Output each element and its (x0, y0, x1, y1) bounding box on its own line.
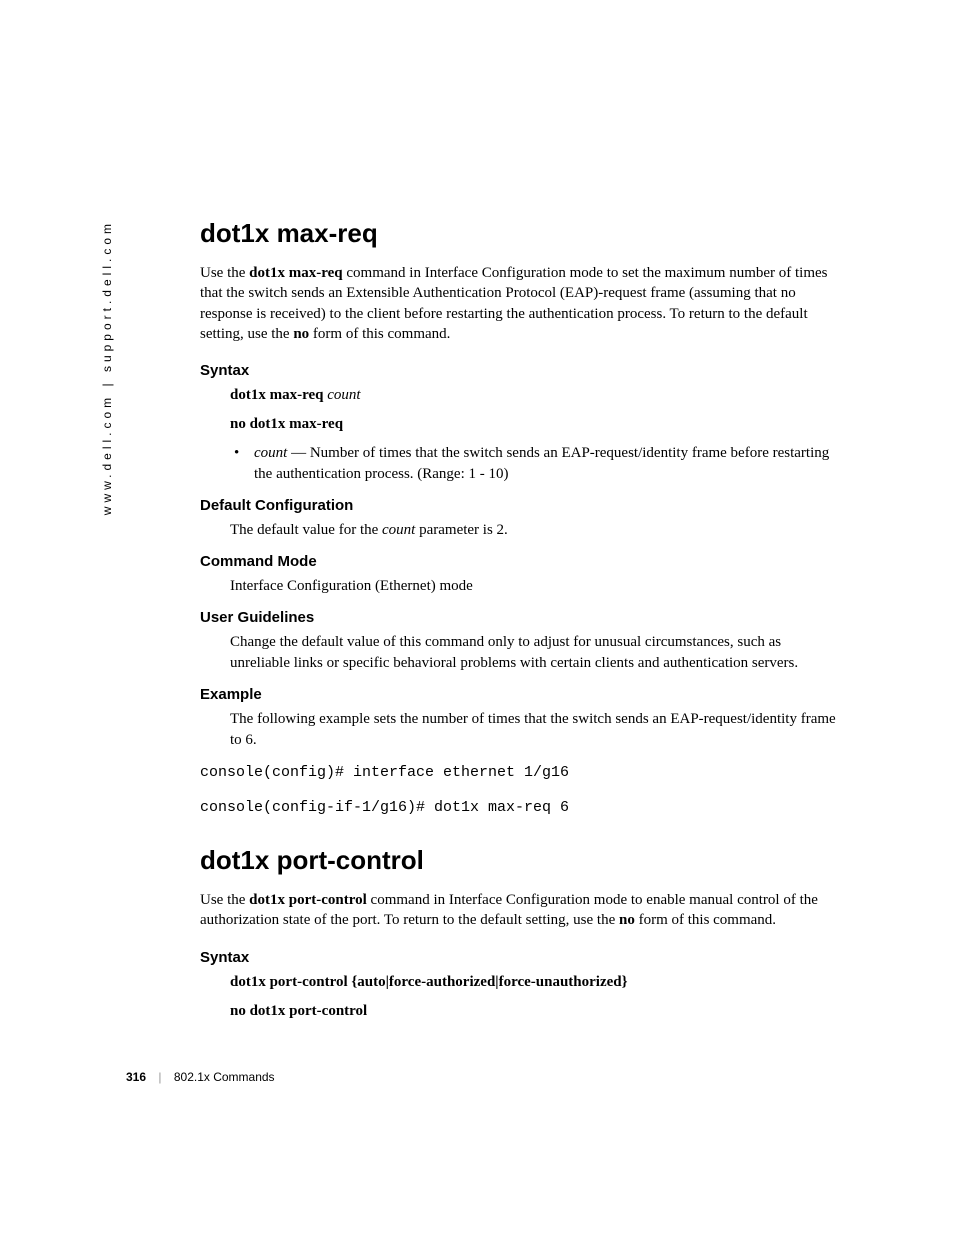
user-guidelines-text: Change the default value of this command… (230, 632, 840, 674)
example-code2: console(config-if-1/g16)# dot1x max-req … (200, 794, 840, 821)
default-config-heading: Default Configuration (200, 497, 840, 514)
text: parameter is 2. (415, 522, 507, 538)
example-heading: Example (200, 686, 840, 703)
syntax-heading: Syntax (200, 362, 840, 379)
section2-intro: Use the dot1x port-control command in In… (200, 890, 840, 931)
user-guidelines-heading: User Guidelines (200, 609, 840, 626)
intro-cmd: dot1x max-req (249, 265, 342, 281)
sidebar-url: www.dell.com | support.dell.com (100, 220, 114, 515)
syntax-arg: count (327, 387, 360, 403)
intro-text: Use the (200, 265, 249, 281)
command-mode-heading: Command Mode (200, 553, 840, 570)
syntax-bullet: count — Number of times that the switch … (228, 443, 840, 485)
section1-title: dot1x max-req (200, 218, 840, 249)
command-mode-text: Interface Configuration (Ethernet) mode (230, 576, 840, 597)
intro-text: Use the (200, 892, 249, 908)
page-number: 316 (126, 1070, 146, 1084)
page-footer: 316 | 802.1x Commands (126, 1070, 275, 1084)
footer-divider: | (158, 1070, 161, 1084)
intro-text: form of this command. (309, 326, 450, 342)
syntax2-heading: Syntax (200, 949, 840, 966)
example-code1: console(config)# interface ethernet 1/g1… (200, 759, 840, 786)
bullet-arg: count (254, 445, 287, 461)
arg: count (382, 522, 415, 538)
intro-cmd: dot1x port-control (249, 892, 367, 908)
page-content: dot1x max-req Use the dot1x max-req comm… (200, 218, 840, 1030)
syntax2-line2: no dot1x port-control (230, 1001, 840, 1022)
syntax-line2: no dot1x max-req (230, 414, 840, 435)
syntax2-line1: dot1x port-control {auto|force-authorize… (230, 972, 840, 993)
chapter-name: 802.1x Commands (174, 1070, 275, 1084)
bullet-text: — Number of times that the switch sends … (254, 445, 829, 482)
intro-text: form of this command. (635, 912, 776, 928)
text: The default value for the (230, 522, 382, 538)
section1-intro: Use the dot1x max-req command in Interfa… (200, 263, 840, 344)
default-config-text: The default value for the count paramete… (230, 520, 840, 541)
syntax-line1: dot1x max-req count (230, 385, 840, 406)
section2-title: dot1x port-control (200, 845, 840, 876)
example-text: The following example sets the number of… (230, 709, 840, 751)
intro-no: no (619, 912, 635, 928)
intro-no: no (293, 326, 309, 342)
syntax-cmd: dot1x max-req (230, 387, 327, 403)
